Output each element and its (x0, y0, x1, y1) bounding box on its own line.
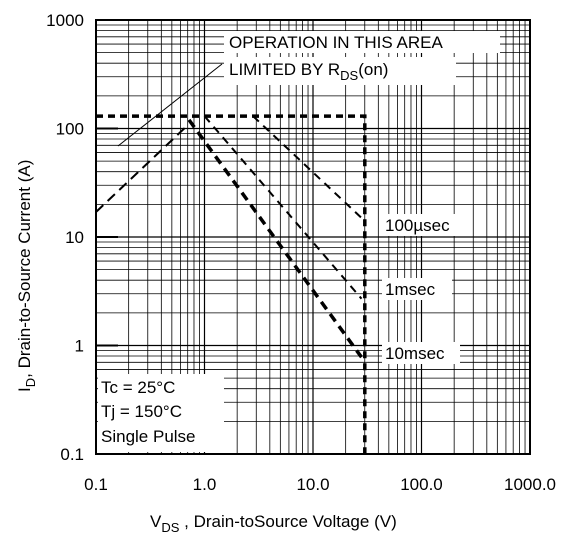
condition-pulse: Single Pulse (101, 427, 196, 446)
series-line-max-current-voltage (96, 114, 367, 454)
y-tick-label: 10 (65, 228, 84, 247)
condition-tj: Tj = 150°C (101, 402, 182, 421)
label-box-10msec (382, 342, 460, 364)
series-label-10msec: 10msec (385, 344, 445, 363)
y-tick-label: 100 (56, 120, 84, 139)
label-box-100usec (382, 214, 470, 236)
grid-lines (95, 19, 530, 455)
conditions-box (98, 374, 224, 452)
annotation-box-2 (224, 57, 456, 85)
condition-tc: Tc = 25°C (101, 378, 175, 397)
y-tick-label: 1 (75, 337, 84, 356)
x-tick-label: 1000.0 (504, 475, 556, 494)
annotation-area-line2: LIMITED BY RDS(on) (229, 60, 388, 83)
axis-tick-labels: 0.1 1.0 10.0 100.0 1000.0 0.1 1 10 100 1000 (46, 11, 556, 494)
plot-frame (95, 19, 531, 455)
annotation-area-line1: OPERATION IN THIS AREA (229, 33, 443, 52)
label-box-1msec (382, 278, 452, 300)
annotation-box-1 (224, 31, 500, 53)
y-tick-label: 1000 (46, 11, 84, 30)
x-tick-label: 1.0 (193, 475, 217, 494)
series-line-10msec (187, 118, 363, 359)
series-line-rdson-limit (95, 123, 190, 213)
annotation-leader-line (117, 63, 223, 147)
x-tick-label: 100.0 (400, 475, 443, 494)
series-line-100usec (252, 115, 363, 219)
x-tick-label: 10.0 (296, 475, 329, 494)
data-series (95, 114, 367, 454)
x-tick-label: 0.1 (84, 475, 108, 494)
y-axis-label: ID, Drain-to-Source Current (A) (15, 160, 38, 392)
series-label-100usec: 100µsec (385, 216, 450, 235)
x-axis-label: VDS , Drain-toSource Voltage (V) (150, 512, 397, 535)
series-line-1msec (203, 115, 363, 300)
y-tick-label: 0.1 (60, 445, 84, 464)
series-label-1msec: 1msec (385, 280, 436, 299)
